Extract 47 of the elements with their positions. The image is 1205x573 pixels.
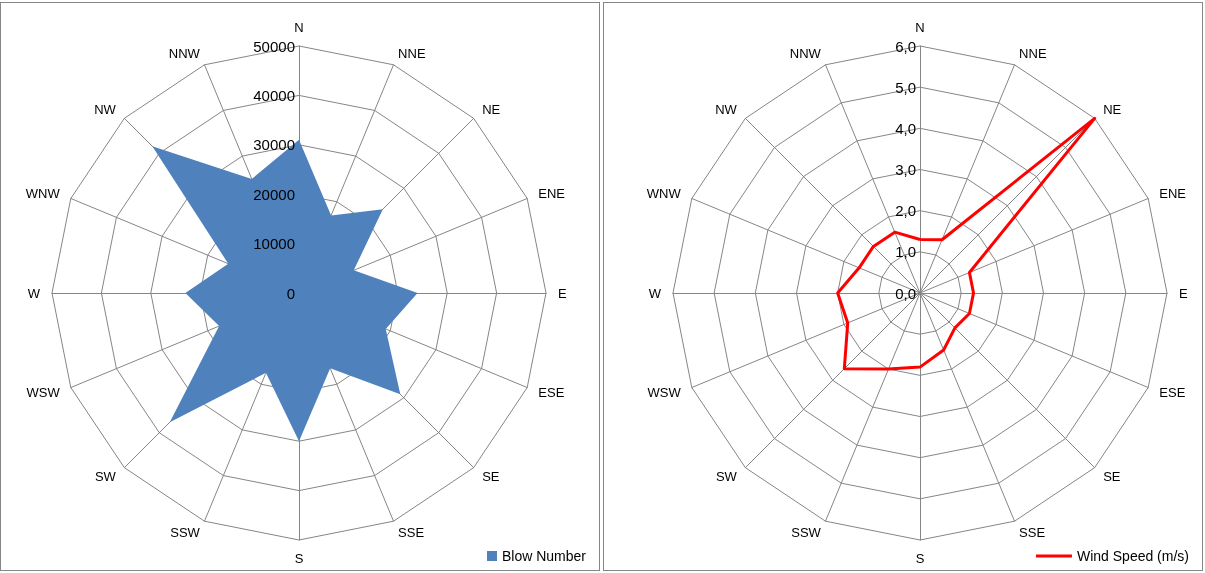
spoke-label: SSE — [1019, 524, 1046, 540]
y-tick-label: 4,0 — [895, 119, 916, 137]
spoke-label: WNW — [646, 186, 682, 202]
spoke-label: W — [27, 285, 41, 301]
y-tick-label: 6,0 — [895, 37, 916, 55]
spoke-label: N — [915, 20, 925, 35]
spoke-label: NE — [1103, 102, 1122, 118]
spoke-label: NNE — [1019, 46, 1047, 62]
spoke-label: ENE — [1159, 186, 1187, 202]
spoke-label: SW — [94, 468, 117, 484]
spoke-label: WNW — [25, 186, 61, 202]
y-tick-label: 10000 — [253, 235, 295, 253]
spoke-label: ENE — [538, 186, 566, 202]
y-tick-label: 2,0 — [895, 202, 916, 220]
legend-label: Wind Speed (m/s) — [1076, 548, 1190, 564]
spoke-label: SSW — [170, 524, 201, 540]
spoke-label: SE — [1103, 468, 1121, 484]
spoke-label: SSE — [398, 524, 425, 540]
y-tick-label: 40000 — [253, 86, 295, 104]
spoke-label: E — [1179, 285, 1188, 301]
spoke-label: NNW — [168, 46, 201, 62]
spoke-label: SSW — [791, 524, 822, 540]
y-tick-label: 3,0 — [895, 161, 916, 178]
spoke-label: W — [648, 285, 662, 301]
y-tick-label: 50000 — [253, 37, 295, 55]
spoke-label: NE — [482, 102, 501, 118]
spoke-label: ESE — [538, 384, 565, 400]
spoke-label: S — [294, 551, 304, 566]
spoke-label: NW — [715, 102, 738, 118]
spoke-label: S — [915, 551, 925, 566]
y-tick-label: 30000 — [253, 136, 295, 154]
spoke-label: WSW — [647, 384, 682, 400]
spoke-label: NW — [94, 102, 117, 118]
y-tick-label: 1,0 — [895, 243, 916, 261]
spoke-label: E — [558, 285, 567, 301]
y-tick-label: 20000 — [253, 185, 295, 203]
spoke-label: NNE — [398, 46, 426, 62]
y-tick-label: 5,0 — [895, 78, 916, 96]
legend-label: Blow Number — [501, 548, 587, 564]
spoke-label: SW — [715, 468, 738, 484]
spoke-label: NNW — [789, 46, 822, 62]
spoke-label: N — [294, 20, 304, 35]
y-tick-label: 0 — [286, 284, 295, 302]
spoke-label: SE — [482, 468, 500, 484]
y-tick-label: 0,0 — [895, 284, 916, 302]
spoke-label: WSW — [26, 384, 61, 400]
spoke-label: ESE — [1159, 384, 1186, 400]
